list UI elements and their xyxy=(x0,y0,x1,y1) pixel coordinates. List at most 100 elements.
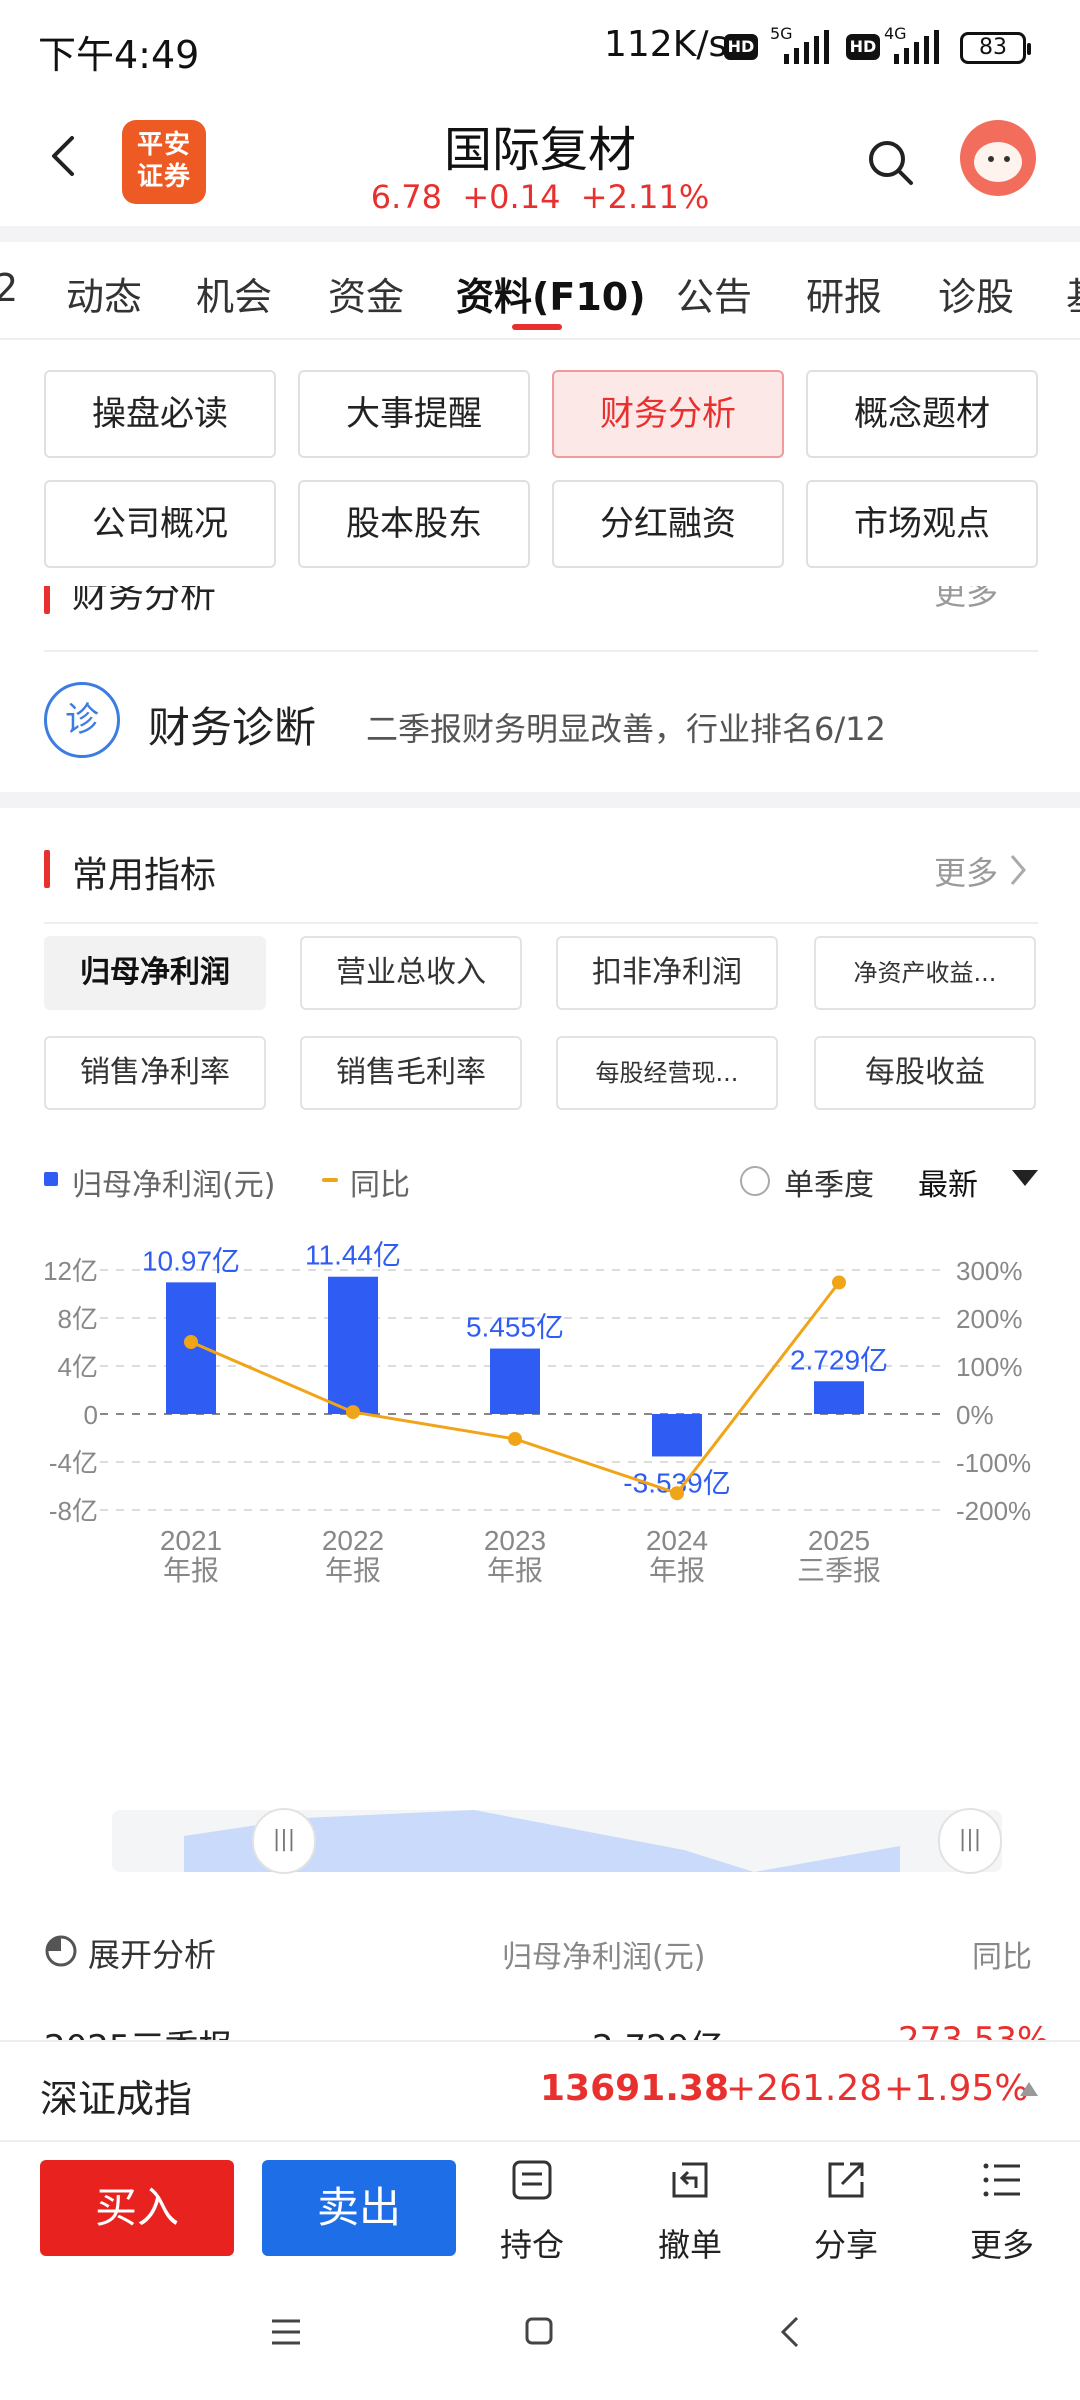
indicators-more-link[interactable]: 更多 xyxy=(934,854,999,892)
bar xyxy=(652,1414,702,1457)
expand-analysis-label[interactable]: 展开分析 xyxy=(88,1936,217,1974)
divider xyxy=(44,922,1038,924)
back-icon[interactable] xyxy=(780,2316,800,2348)
col-header-net-profit: 归母净利润(元) xyxy=(502,1940,706,1975)
action-bar: 买入 卖出 持仓 撤单 分享 更多 xyxy=(0,2140,1080,2270)
signal-icon xyxy=(770,30,830,64)
diagnosis-text[interactable]: 二季报财务明显改善，行业排名6/12 xyxy=(366,710,886,748)
tab-partial-left[interactable]: 2 xyxy=(0,266,19,310)
hold-label: 持仓 xyxy=(499,2226,564,2264)
index-change: +261.28 xyxy=(726,2068,883,2109)
indicators-title: 常用指标 xyxy=(72,855,217,896)
home-icon[interactable] xyxy=(524,2316,554,2346)
hold-button[interactable]: 持仓 xyxy=(472,2158,592,2268)
tab-diagnosis[interactable]: 诊股 xyxy=(938,275,1015,319)
back-arrow-icon[interactable] xyxy=(44,136,84,176)
chip-net-margin[interactable]: 销售净利率 xyxy=(44,1036,266,1110)
index-name: 深证成指 xyxy=(40,2077,193,2121)
tab-bar: 2 动态 机会 资金 资料(F10) 公告 研报 诊股 基 xyxy=(0,242,1080,338)
4g-label: 4G xyxy=(884,24,907,43)
partial-section-title: 财务分析 xyxy=(72,586,217,616)
tab-partial-right[interactable]: 基 xyxy=(1066,266,1080,321)
btn-trading-guide[interactable]: 操盘必读 xyxy=(44,370,276,458)
range-overview-area xyxy=(184,1810,900,1872)
broker-logo: 平安 证券 xyxy=(122,120,206,204)
more-button[interactable]: 更多 xyxy=(942,2158,1062,2268)
btn-company-overview[interactable]: 公司概况 xyxy=(44,480,276,568)
chip-cashflow-per-share[interactable]: 每股经营现... xyxy=(556,1036,778,1110)
x-tick-period: 年报 xyxy=(163,1555,219,1586)
btn-shareholders[interactable]: 股本股东 xyxy=(298,480,530,568)
x-tick-year: 2025 xyxy=(808,1525,870,1556)
y-left-tick: 8亿 xyxy=(58,1304,98,1334)
tab-opportunity[interactable]: 机会 xyxy=(196,275,273,319)
range-handle-left[interactable]: ||| xyxy=(252,1808,316,1874)
net-speed: 112K/s xyxy=(604,24,728,65)
bar-data-label: 2.729亿 xyxy=(790,1344,888,1375)
y-right-tick: 100% xyxy=(956,1352,1023,1382)
chip-gross-margin[interactable]: 销售毛利率 xyxy=(300,1036,522,1110)
cancel-order-button[interactable]: 撤单 xyxy=(630,2158,750,2268)
sell-button[interactable]: 卖出 xyxy=(262,2160,456,2256)
diagnosis-icon: 诊 xyxy=(44,682,120,758)
signal-icon-2 xyxy=(884,30,944,64)
legend-bar-swatch xyxy=(44,1172,58,1186)
header: 平安 证券 国际复材 6.78 +0.14 +2.11% xyxy=(0,96,1080,226)
diagnosis-title[interactable]: 财务诊断 xyxy=(148,703,317,752)
btn-event-reminder[interactable]: 大事提醒 xyxy=(298,370,530,458)
x-tick-year: 2021 xyxy=(160,1525,222,1556)
share-label: 分享 xyxy=(813,2226,878,2264)
tab-announcements[interactable]: 公告 xyxy=(676,275,753,319)
chip-deducted-profit[interactable]: 扣非净利润 xyxy=(556,936,778,1010)
partial-more-link[interactable]: 更多 xyxy=(934,586,999,612)
system-nav-bar xyxy=(0,2270,1080,2400)
chip-eps[interactable]: 每股收益 xyxy=(814,1036,1036,1110)
x-tick-period: 年报 xyxy=(487,1555,543,1586)
buy-button[interactable]: 买入 xyxy=(40,2160,234,2256)
range-handle-right[interactable]: ||| xyxy=(938,1808,1002,1874)
y-left-tick: -4亿 xyxy=(49,1448,98,1478)
status-time: 下午4:49 xyxy=(38,33,200,77)
y-right-tick: -200% xyxy=(956,1496,1031,1526)
legend-line-swatch xyxy=(322,1178,338,1182)
dropdown-triangle-icon[interactable] xyxy=(1012,1170,1038,1186)
bar xyxy=(814,1381,864,1414)
btn-market-views[interactable]: 市场观点 xyxy=(806,480,1038,568)
x-tick-year: 2023 xyxy=(484,1525,546,1556)
yoy-point xyxy=(670,1486,684,1501)
y-left-tick: 4亿 xyxy=(58,1352,98,1382)
chip-net-profit[interactable]: 归母净利润 xyxy=(44,936,266,1010)
bar xyxy=(328,1276,378,1414)
hd-badge-2: HD xyxy=(846,34,880,60)
bar xyxy=(490,1348,540,1414)
tab-news[interactable]: 动态 xyxy=(66,275,143,319)
btn-concepts[interactable]: 概念题材 xyxy=(806,370,1038,458)
menu-icon[interactable] xyxy=(270,2318,302,2346)
btn-financial-analysis[interactable]: 财务分析 xyxy=(552,370,784,458)
bar-data-label: 11.44亿 xyxy=(305,1240,401,1271)
tab-f10[interactable]: 资料(F10) xyxy=(456,275,646,319)
period-select[interactable]: 最新 xyxy=(918,1168,978,1203)
5g-label: 5G xyxy=(770,24,793,43)
chip-roe[interactable]: 净资产收益... xyxy=(814,936,1036,1010)
tab-research[interactable]: 研报 xyxy=(806,275,883,319)
legend-line-label: 同比 xyxy=(350,1168,410,1203)
index-ticker[interactable]: 深证成指 13691.38 +261.28 +1.95% xyxy=(0,2040,1080,2140)
x-tick-year: 2022 xyxy=(322,1525,384,1556)
y-right-tick: -100% xyxy=(956,1448,1031,1478)
avatar[interactable] xyxy=(960,120,1036,196)
share-button[interactable]: 分享 xyxy=(786,2158,906,2268)
separator xyxy=(0,226,1080,242)
status-bar: 下午4:49 112K/s HD 5G HD 4G 83 xyxy=(0,0,1080,96)
search-icon[interactable] xyxy=(866,138,914,186)
chip-revenue[interactable]: 营业总收入 xyxy=(300,936,522,1010)
separator xyxy=(0,792,1080,808)
single-quarter-label[interactable]: 单季度 xyxy=(784,1168,874,1203)
single-quarter-radio[interactable] xyxy=(740,1166,770,1196)
stock-name: 国际复材 xyxy=(443,122,636,178)
btn-dividends[interactable]: 分红融资 xyxy=(552,480,784,568)
tab-funds[interactable]: 资金 xyxy=(328,275,405,319)
yoy-point xyxy=(832,1275,846,1290)
